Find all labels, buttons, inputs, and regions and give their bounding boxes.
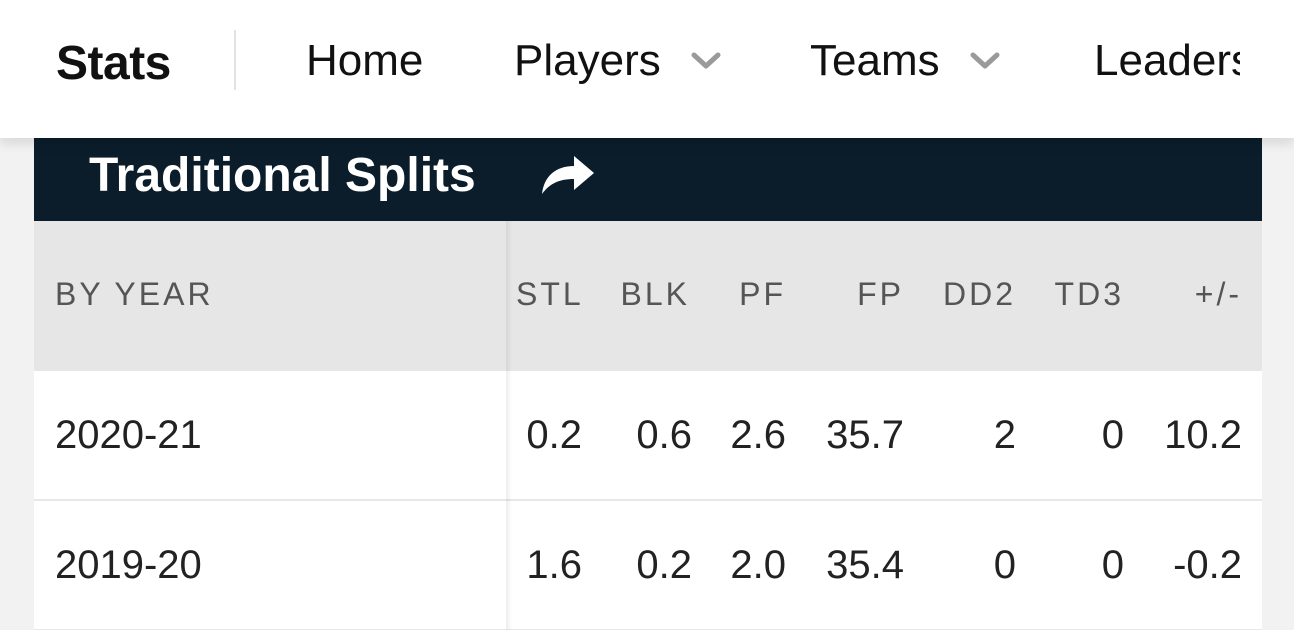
section-title: Traditional Splits: [89, 149, 476, 202]
nav-item-teams[interactable]: Teams: [810, 36, 1000, 86]
column-header-fp[interactable]: FP: [857, 276, 904, 312]
nav-item-players[interactable]: Players: [514, 36, 721, 86]
pf-cell: 2.0: [730, 543, 786, 587]
table-row: 2019-20 1.6 0.2 2.0 35.4 0 0 -0.2: [34, 501, 1262, 630]
nav-item-home[interactable]: Home: [306, 36, 423, 86]
traditional-splits-card: Traditional Splits BY YEAR STL BLK PF FP…: [34, 138, 1262, 630]
column-header-td3[interactable]: TD3: [1054, 276, 1124, 312]
season-cell: 2020-21: [55, 413, 202, 457]
column-header-stl[interactable]: STL: [516, 276, 584, 312]
blk-cell: 0.6: [636, 413, 692, 457]
plus-minus-cell: 10.2: [1164, 413, 1242, 457]
blk-cell: 0.2: [636, 543, 692, 587]
stl-cell: 1.6: [526, 543, 582, 587]
nav-item-label: Home: [306, 36, 424, 85]
plus-minus-cell: -0.2: [1173, 543, 1242, 587]
column-header-by-year[interactable]: BY YEAR: [55, 276, 214, 312]
sticky-column-shadow: [506, 221, 512, 630]
nav-divider: [234, 30, 236, 90]
nav-item-label: Leaders: [1094, 36, 1240, 85]
stl-cell: 0.2: [526, 413, 582, 457]
fp-cell: 35.7: [826, 413, 904, 457]
brand-link[interactable]: Stats: [56, 37, 171, 90]
column-header-plus-minus[interactable]: +/-: [1194, 276, 1242, 312]
nav-item-label: Teams: [810, 36, 940, 85]
top-nav: Stats Home Players Teams Leaders: [0, 0, 1294, 138]
chevron-down-icon: [970, 52, 1000, 69]
table-header-row: [34, 221, 1262, 371]
fp-cell: 35.4: [826, 543, 904, 587]
column-header-blk[interactable]: BLK: [620, 276, 690, 312]
dd2-cell: 0: [993, 543, 1016, 587]
column-header-dd2[interactable]: DD2: [942, 276, 1016, 312]
nav-item-leaders[interactable]: Leaders: [1094, 36, 1240, 86]
share-icon[interactable]: [538, 150, 598, 200]
td3-cell: 0: [1101, 543, 1124, 587]
section-header: Traditional Splits: [34, 138, 1262, 221]
column-header-pf[interactable]: PF: [739, 276, 786, 312]
table-row: 2020-21 0.2 0.6 2.6 35.7 2 0 10.2: [34, 371, 1262, 501]
dd2-cell: 2: [993, 413, 1016, 457]
chevron-down-icon: [691, 52, 721, 69]
season-cell: 2019-20: [55, 543, 202, 587]
td3-cell: 0: [1101, 413, 1124, 457]
nav-item-label: Players: [514, 36, 661, 85]
pf-cell: 2.6: [730, 413, 786, 457]
